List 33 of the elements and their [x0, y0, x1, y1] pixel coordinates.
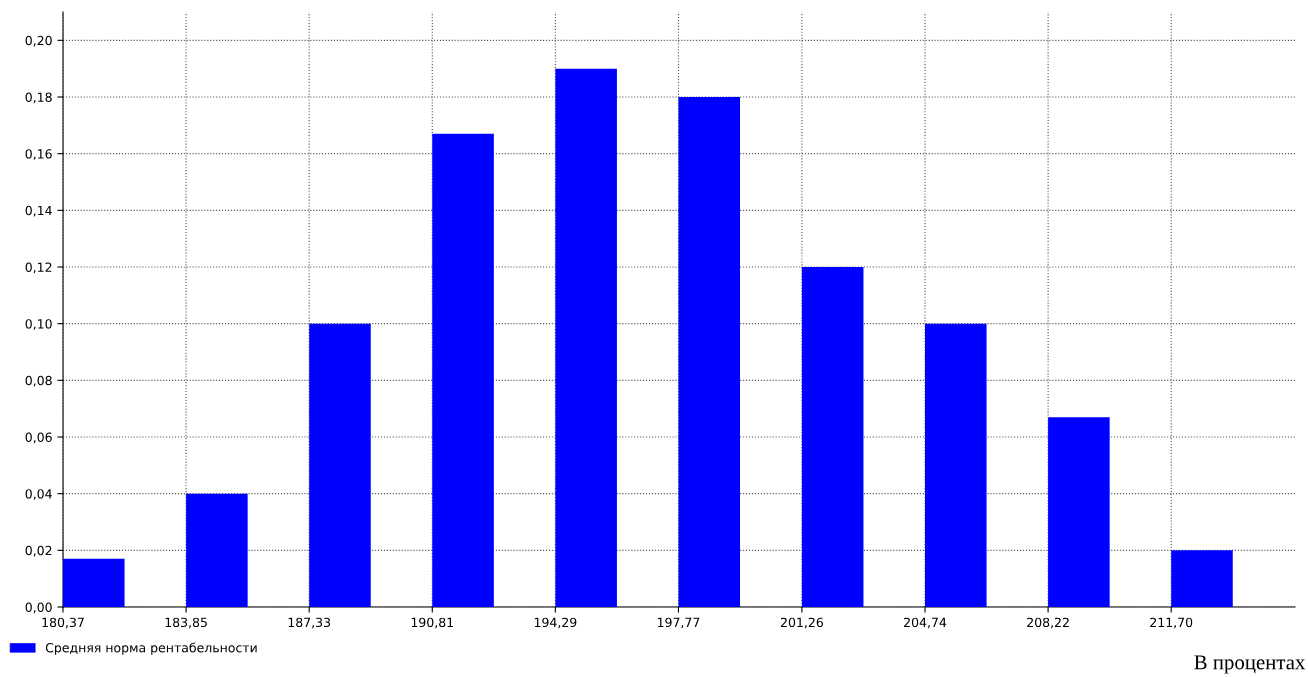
bar	[555, 68, 617, 607]
y-tick-label: 0,20	[25, 35, 52, 47]
bar	[801, 267, 864, 607]
x-tick-label: 187,33	[288, 617, 331, 629]
bar	[432, 133, 494, 607]
bar	[63, 558, 125, 607]
y-tick-label: 0,16	[25, 149, 52, 160]
y-tick-label: 0,04	[25, 489, 52, 500]
y-tick-label: 0,08	[25, 375, 52, 387]
y-tick-label: 0,18	[25, 92, 52, 104]
x-tick-label: 180,37	[42, 617, 84, 629]
y-tick-label: 0,00	[25, 602, 52, 614]
bar	[309, 323, 371, 607]
bar	[925, 323, 987, 607]
x-tick-label: 201,26	[780, 617, 823, 629]
x-tick-label: 197,77	[657, 617, 700, 629]
x-tick-label: 183,85	[165, 617, 207, 629]
bar	[186, 493, 248, 607]
y-tick-label: 0,14	[25, 205, 52, 217]
x-tick-label: 211,70	[1150, 617, 1193, 629]
bar	[678, 97, 741, 607]
x-tick-label: 194,29	[534, 617, 577, 629]
legend-label: Средняя норма рентабельности	[45, 642, 257, 655]
y-tick-label: 0,02	[25, 545, 52, 557]
text: В процентах	[1194, 655, 1306, 674]
bar	[1048, 417, 1110, 607]
y-tick-label: 0,06	[25, 432, 52, 444]
x-tick-label: 208,22	[1027, 617, 1069, 629]
x-tick-label: 190,81	[411, 617, 453, 629]
bar	[1171, 550, 1233, 607]
x-tick-label: 204,74	[904, 617, 947, 629]
y-tick-label: 0,12	[25, 262, 52, 274]
y-tick-label: 0,10	[25, 319, 52, 330]
